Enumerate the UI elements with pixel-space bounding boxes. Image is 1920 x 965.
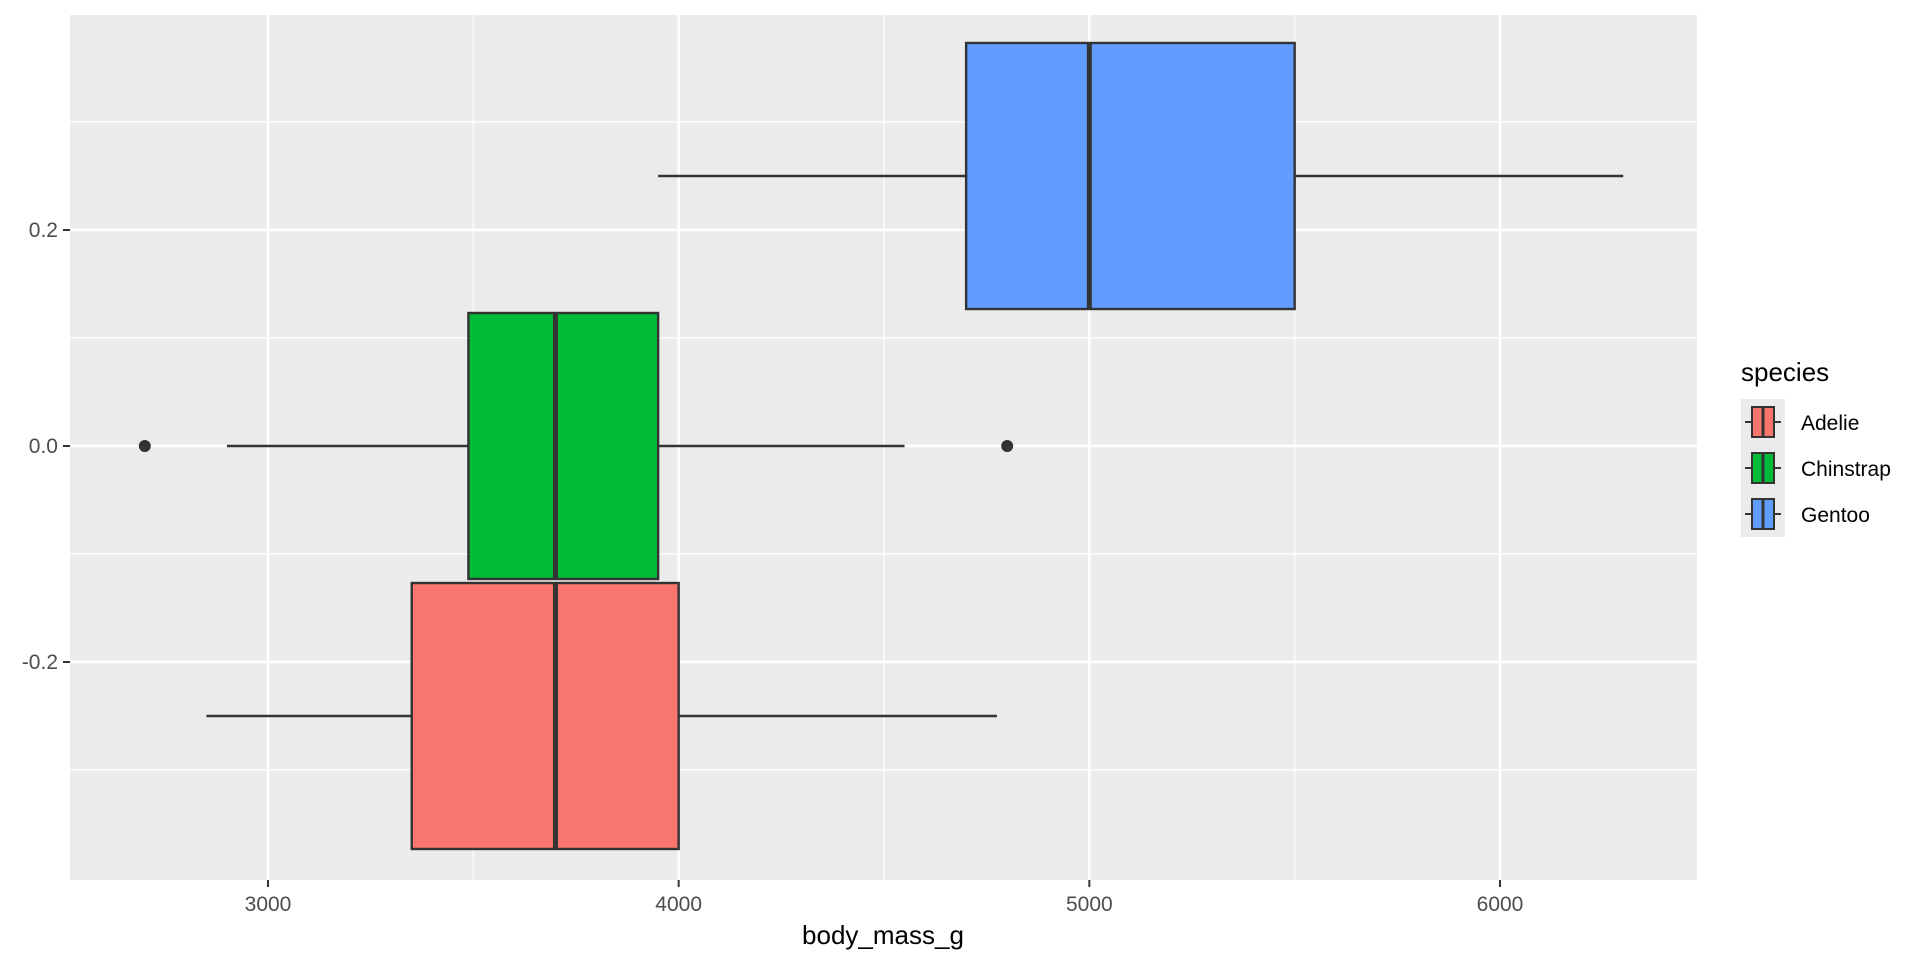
y-tick-label: -0.2 (22, 651, 58, 674)
legend-item-adelie: Adelie (1745, 406, 1859, 438)
outlier-point-chinstrap (138, 440, 151, 452)
legend-item-chinstrap: Chinstrap (1745, 452, 1891, 484)
x-axis-title: body_mass_g (802, 920, 964, 950)
legend-item-gentoo: Gentoo (1745, 498, 1870, 530)
legend-title: species (1741, 357, 1829, 387)
iqr-box-gentoo (964, 41, 1296, 311)
outlier-point-chinstrap (1001, 440, 1014, 452)
x-tick-label: 3000 (245, 893, 292, 916)
box-layer (138, 41, 1624, 851)
legend-label-gentoo: Gentoo (1801, 504, 1870, 527)
legend: species Adelie Chinstrap Gentoo (1741, 357, 1891, 537)
axis-layer: 3000 4000 5000 6000 -0.2 0.0 0.2 (22, 219, 1524, 916)
box-chinstrap (138, 311, 1014, 581)
x-tick-label: 6000 (1477, 893, 1524, 916)
x-tick-label: 5000 (1066, 893, 1113, 916)
y-tick-label: 0.0 (29, 435, 58, 458)
box-adelie (206, 581, 997, 851)
iqr-box-chinstrap (467, 311, 660, 581)
y-tick-label: 0.2 (29, 219, 58, 242)
legend-label-chinstrap: Chinstrap (1801, 458, 1891, 481)
box-gentoo (658, 41, 1624, 311)
legend-label-adelie: Adelie (1801, 412, 1859, 435)
x-tick-label: 4000 (655, 893, 702, 916)
iqr-box-adelie (410, 581, 680, 851)
